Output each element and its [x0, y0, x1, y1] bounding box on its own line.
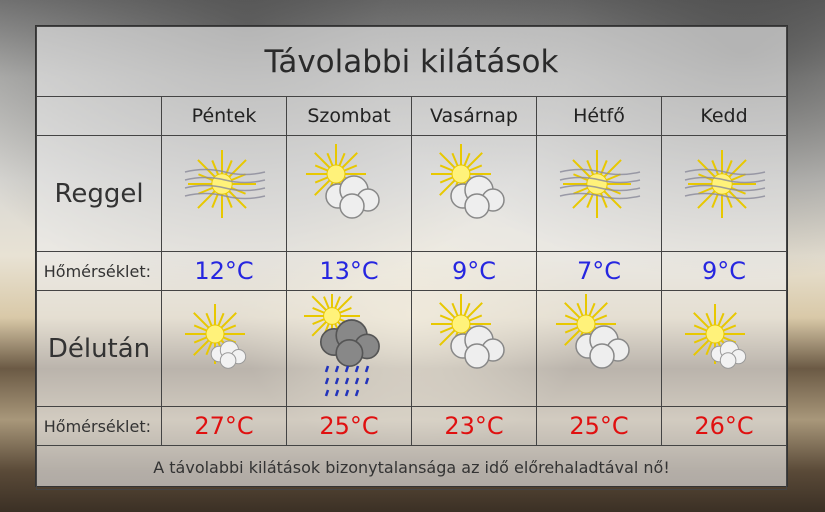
- sun-cloud-icon: [430, 143, 505, 219]
- afternoon-temp: 25°C: [286, 406, 412, 446]
- forecast-table: Távolabbi kilátások Péntek Szombat Vasárna…: [36, 26, 787, 490]
- afternoon-temp: 25°C: [536, 406, 662, 446]
- sun-cloud-icon: [430, 293, 505, 369]
- morning-icon-cell: [286, 135, 412, 252]
- footer-note: A távolabbi kilátások bizonytalansága az…: [36, 445, 787, 490]
- afternoon-temp-label: Hőmérséklet:: [36, 406, 162, 446]
- sun-cloud-icon: [555, 293, 630, 369]
- afternoon-label: Délután: [36, 290, 162, 407]
- afternoon-temp: 23°C: [411, 406, 537, 446]
- morning-temp: 13°C: [286, 251, 412, 291]
- sun-fog-icon: [184, 149, 265, 218]
- day-header: Szombat: [286, 96, 412, 136]
- morning-temp: 9°C: [411, 251, 537, 291]
- day-header: Hétfő: [536, 96, 662, 136]
- morning-icon-cell: [411, 135, 537, 252]
- afternoon-temp: 26°C: [661, 406, 787, 446]
- sun-fog-icon: [559, 149, 640, 218]
- morning-icon-cell: [536, 135, 662, 252]
- afternoon-icon-cell: [411, 290, 537, 407]
- sun-rain-icon: [303, 293, 380, 396]
- sun-small-cloud-icon: [684, 303, 746, 369]
- afternoon-temp: 27°C: [161, 406, 287, 446]
- afternoon-icon-cell: [286, 290, 412, 407]
- afternoon-icon-cell: [661, 290, 787, 407]
- empty-header: [36, 96, 162, 136]
- page-title: Távolabbi kilátások: [36, 26, 787, 97]
- morning-temp: 7°C: [536, 251, 662, 291]
- day-header: Péntek: [161, 96, 287, 136]
- forecast-panel: Távolabbi kilátások Péntek Szombat Vasárna…: [35, 25, 788, 490]
- morning-temp: 12°C: [161, 251, 287, 291]
- sun-fog-icon: [684, 149, 765, 218]
- sun-cloud-icon: [305, 143, 380, 219]
- sun-small-cloud-icon: [184, 303, 246, 369]
- morning-label: Reggel: [36, 135, 162, 252]
- day-header: Vasárnap: [411, 96, 537, 136]
- morning-temp-label: Hőmérséklet:: [36, 251, 162, 291]
- afternoon-icon-cell: [161, 290, 287, 407]
- morning-temp: 9°C: [661, 251, 787, 291]
- morning-icon-cell: [661, 135, 787, 252]
- morning-icon-cell: [161, 135, 287, 252]
- afternoon-icon-cell: [536, 290, 662, 407]
- day-header: Kedd: [661, 96, 787, 136]
